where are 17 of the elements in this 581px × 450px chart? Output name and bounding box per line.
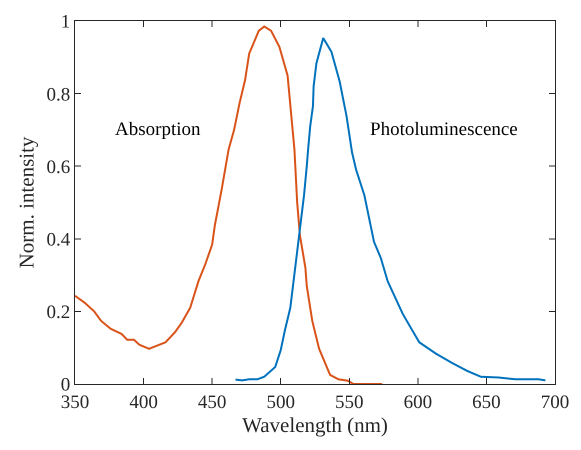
x-tick-label: 700 [540,392,570,413]
y-tick-label: 0.4 [46,229,71,250]
line-series [234,37,546,382]
x-tick-label: 650 [472,392,501,413]
y-tick-label: 0.6 [46,156,70,178]
series-label: Photoluminescence [370,119,518,140]
y-tick-label: 0.2 [46,302,70,324]
y-axis-title: Norm. intensity [14,136,39,268]
x-tick-label: 600 [404,392,432,413]
x-tick-label: 450 [198,392,226,413]
y-tick-label: 0.8 [46,84,70,106]
x-tick-label: 400 [129,392,158,413]
x-axis-title: Wavelength (nm) [242,412,388,437]
series-label: Absorption [115,119,201,140]
x-tick-label: 500 [266,392,295,413]
x-tick-label: 550 [335,392,364,413]
y-tick-label: 1 [60,12,70,33]
